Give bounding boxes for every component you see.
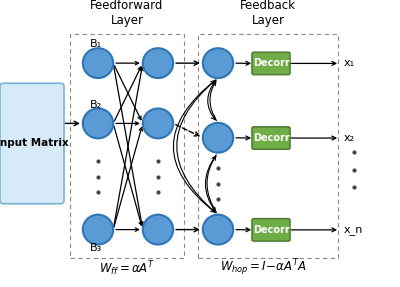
Ellipse shape	[83, 215, 113, 245]
Text: Decorr: Decorr	[253, 59, 289, 68]
FancyBboxPatch shape	[252, 52, 290, 75]
Text: Input Matrix: Input Matrix	[0, 139, 68, 148]
Ellipse shape	[203, 215, 233, 245]
Ellipse shape	[83, 108, 113, 138]
Text: x_n: x_n	[344, 225, 363, 235]
Text: $W_{ff} = \alpha A^T$: $W_{ff} = \alpha A^T$	[99, 260, 155, 278]
Text: Feedforward
Layer: Feedforward Layer	[90, 0, 164, 27]
Text: x₁: x₁	[344, 59, 355, 68]
Text: Feedback
Layer: Feedback Layer	[240, 0, 296, 27]
FancyBboxPatch shape	[0, 83, 64, 204]
Ellipse shape	[143, 48, 173, 78]
Text: x₂: x₂	[344, 133, 355, 143]
FancyBboxPatch shape	[252, 127, 290, 149]
Text: Decorr: Decorr	[253, 225, 289, 235]
Ellipse shape	[203, 48, 233, 78]
FancyBboxPatch shape	[252, 219, 290, 241]
Ellipse shape	[143, 108, 173, 138]
Bar	[198, 34, 338, 258]
Bar	[70, 34, 184, 258]
Text: Decorr: Decorr	[253, 133, 289, 143]
Text: $W_{hop} = I\!-\!\alpha A^TA$: $W_{hop} = I\!-\!\alpha A^TA$	[220, 258, 308, 278]
Ellipse shape	[83, 48, 113, 78]
Ellipse shape	[203, 123, 233, 153]
Text: B₁: B₁	[90, 40, 102, 49]
Text: B₂: B₂	[90, 100, 102, 110]
Ellipse shape	[143, 215, 173, 245]
Text: B₃: B₃	[90, 243, 102, 253]
